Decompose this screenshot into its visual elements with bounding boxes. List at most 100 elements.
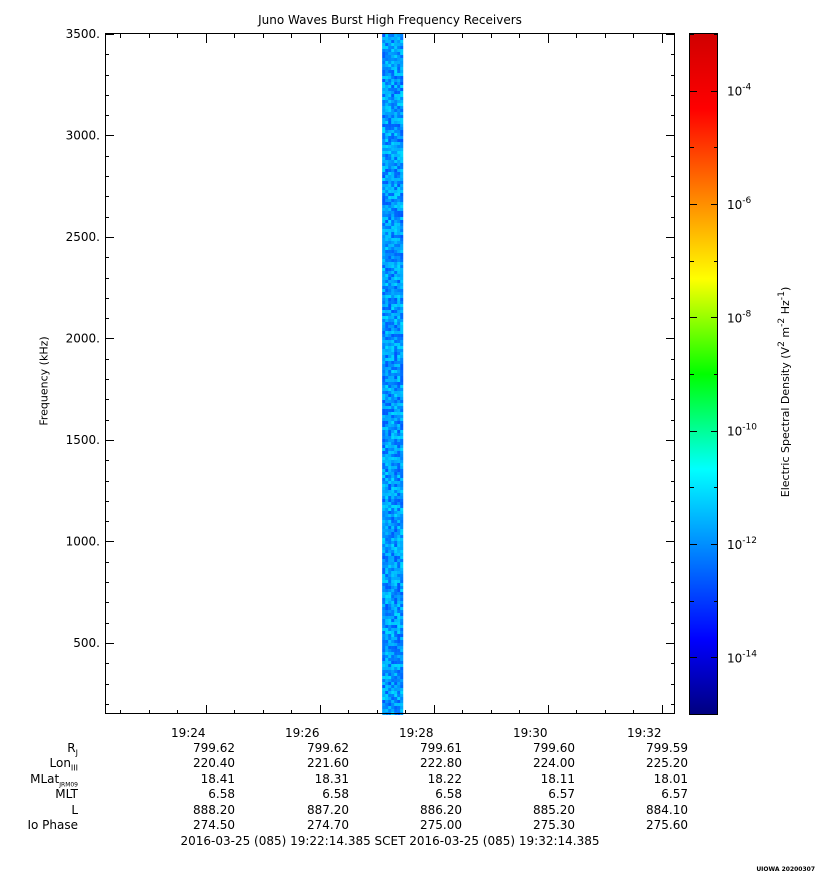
spectrogram-cell [397, 376, 401, 379]
spectrogram-cell [388, 85, 392, 88]
spectrogram-cell [397, 46, 401, 49]
spectrogram-cell [397, 34, 401, 37]
spectrogram-cell [394, 586, 398, 589]
spectrogram-cell [385, 199, 389, 202]
spectrogram-cell [391, 157, 395, 160]
spectrogram-cell [388, 643, 392, 646]
spectrogram-cell [397, 139, 401, 142]
spectrogram-cell [394, 265, 398, 268]
spectrogram-cell [400, 232, 404, 235]
spectrogram-cell [394, 529, 398, 532]
spectrogram-cell [400, 373, 404, 376]
spectrogram-cell [388, 367, 392, 370]
spectrogram-cell [394, 427, 398, 430]
spectrogram-cell [394, 433, 398, 436]
spectrogram-cell [394, 280, 398, 283]
spectrogram-cell [394, 664, 398, 667]
spectrogram-cell [382, 262, 386, 265]
spectrogram-cell [385, 46, 389, 49]
spectrogram-cell [388, 364, 392, 367]
spectrogram-cell [382, 280, 386, 283]
spectrogram-cell [397, 283, 401, 286]
spectrogram-cell [385, 130, 389, 133]
spectrogram-cell [382, 163, 386, 166]
spectrogram-cell [388, 103, 392, 106]
spectrogram-cell [388, 322, 392, 325]
spectrogram-cell [397, 694, 401, 697]
spectrogram-cell [388, 616, 392, 619]
spectrogram-cell [397, 280, 401, 283]
spectrogram-cell [400, 358, 404, 361]
spectrogram-cell [382, 706, 386, 709]
spectrogram-cell [385, 442, 389, 445]
spectrogram-cell [385, 400, 389, 403]
spectrogram-cell [388, 199, 392, 202]
spectrogram-cell [394, 157, 398, 160]
spectrogram-cell [382, 37, 386, 40]
spectrogram-cell [397, 223, 401, 226]
spectrogram-cell [388, 496, 392, 499]
spectrogram-cell [391, 469, 395, 472]
spectrogram-cell [391, 58, 395, 61]
y-tick-label: 1000. [66, 534, 100, 548]
spectrogram-cell [400, 583, 404, 586]
spectrogram-cell [400, 700, 404, 703]
spectrogram-cell [385, 307, 389, 310]
spectrogram-cell [388, 544, 392, 547]
spectrogram-cell [394, 520, 398, 523]
spectrogram-cell [397, 682, 401, 685]
y-tick-label: 2500. [66, 230, 100, 244]
spectrogram-cell [388, 163, 392, 166]
spectrogram-cell [382, 319, 386, 322]
spectrogram-cell [382, 133, 386, 136]
spectrogram-cell [385, 394, 389, 397]
spectrogram-cell [388, 478, 392, 481]
spectrogram-cell [394, 292, 398, 295]
spectrogram-cell [388, 391, 392, 394]
spectrogram-cell [397, 151, 401, 154]
spectrogram-cell [400, 532, 404, 535]
spectrogram-cell [385, 541, 389, 544]
spectrogram-cell [397, 301, 401, 304]
spectrogram-cell [382, 310, 386, 313]
spectrogram-cell [391, 124, 395, 127]
spectrogram-cell [397, 379, 401, 382]
spectrogram-cell [388, 655, 392, 658]
spectrogram-cell [385, 334, 389, 337]
spectrogram-cell [394, 403, 398, 406]
spectrogram-cell [388, 649, 392, 652]
ephemeris-value: 6.58 [208, 787, 235, 802]
spectrogram-cell [388, 430, 392, 433]
spectrogram-cell [394, 46, 398, 49]
spectrogram-cell [391, 583, 395, 586]
spectrogram-cell [397, 451, 401, 454]
spectrogram-cell [385, 424, 389, 427]
spectrogram-cell [397, 478, 401, 481]
spectrogram-cell [382, 559, 386, 562]
spectrogram-cell [382, 196, 386, 199]
spectrogram-cell [400, 667, 404, 670]
spectrogram-cell [391, 163, 395, 166]
spectrogram-cell [388, 508, 392, 511]
spectrogram-cell [394, 289, 398, 292]
spectrogram-cell [400, 448, 404, 451]
spectrogram-cell [394, 673, 398, 676]
spectrogram-cell [382, 547, 386, 550]
spectrogram-cell [394, 202, 398, 205]
spectrogram-cell [382, 340, 386, 343]
spectrogram-cell [388, 202, 392, 205]
y-tick-label: 3000. [66, 128, 100, 142]
spectrogram-cell [382, 583, 386, 586]
spectrogram-cell [400, 58, 404, 61]
spectrogram-cell [397, 433, 401, 436]
spectrogram-data-block [382, 34, 404, 715]
spectrogram-cell [400, 115, 404, 118]
spectrogram-cell [385, 427, 389, 430]
spectrogram-cell [394, 52, 398, 55]
spectrogram-cell [388, 91, 392, 94]
spectrogram-cell [397, 580, 401, 583]
spectrogram-cell [397, 118, 401, 121]
spectrogram-cell [388, 442, 392, 445]
spectrogram-cell [394, 361, 398, 364]
spectrogram-cell [391, 331, 395, 334]
